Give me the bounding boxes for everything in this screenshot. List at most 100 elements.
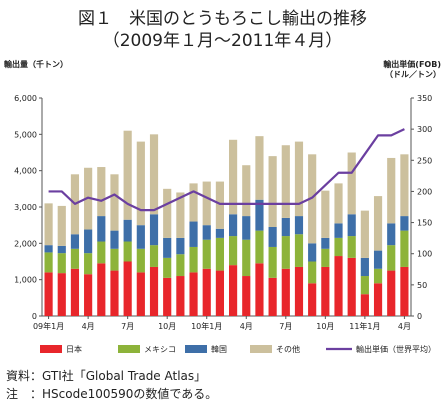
left-tick-label: 2,000 (14, 239, 37, 248)
right-tick-label: 200 (417, 187, 432, 196)
bar-日本-18 (281, 268, 290, 316)
bar-韓国-17 (268, 226, 277, 247)
bar-韓国-8 (149, 214, 159, 246)
bar-韓国-26 (387, 223, 396, 246)
legend-label: 韓国 (211, 344, 227, 354)
bar-その他-22 (334, 183, 343, 224)
bar-韓国-7 (136, 225, 145, 249)
bar-韓国-11 (189, 221, 198, 247)
bar-韓国-14 (229, 214, 238, 237)
bar-韓国-22 (334, 223, 343, 238)
bar-その他-15 (242, 165, 251, 217)
legend-swatch-その他 (250, 345, 272, 353)
left-tick-label: 1,000 (14, 276, 37, 285)
bar-韓国-0 (44, 245, 53, 253)
bar-メキシコ-11 (189, 246, 198, 273)
bar-メキシコ-20 (308, 261, 317, 284)
bar-その他-7 (136, 141, 145, 226)
legend-label: 日本 (66, 344, 82, 354)
chart-title-line1: 図１ 米国のとうもろこし輸出の推移 (78, 9, 367, 29)
x-tick-label: 7月 (121, 322, 134, 331)
bar-日本-3 (84, 274, 93, 316)
bar-メキシコ-17 (268, 246, 277, 278)
bar-その他-25 (373, 196, 383, 251)
bar-日本-23 (347, 257, 356, 316)
bar-韓国-18 (281, 217, 290, 237)
bar-韓国-19 (294, 216, 304, 235)
bar-メキシコ-9 (163, 257, 172, 278)
x-tick-label: 10月 (316, 322, 334, 331)
bar-メキシコ-23 (347, 236, 356, 258)
bar-メキシコ-18 (281, 236, 290, 269)
bar-メキシコ-16 (255, 230, 264, 264)
bar-メキシコ-21 (321, 248, 330, 267)
bar-メキシコ-27 (400, 230, 409, 267)
bar-メキシコ-19 (294, 234, 304, 267)
bar-日本-4 (97, 263, 106, 316)
right-axis-title: 輸出単価(FOB) （ドル／トン） (383, 60, 441, 80)
bar-メキシコ-15 (242, 239, 251, 277)
bar-メキシコ-13 (215, 237, 224, 271)
bar-韓国-27 (400, 216, 409, 231)
bar-韓国-16 (255, 199, 264, 231)
left-tick-label: 0 (32, 312, 37, 321)
bar-その他-24 (360, 210, 369, 258)
footnote: 注 ：HScode100590の数値である。 (6, 387, 218, 401)
bar-その他-18 (281, 145, 290, 218)
bar-日本-10 (176, 276, 185, 316)
bar-その他-23 (347, 152, 356, 215)
bar-その他-17 (268, 156, 277, 227)
bar-その他-19 (294, 141, 304, 217)
bar-韓国-9 (163, 237, 172, 258)
right-axis-title-line2: （ドル／トン） (385, 70, 441, 79)
bar-日本-16 (255, 263, 264, 316)
bar-韓国-23 (347, 214, 356, 237)
bar-日本-19 (294, 266, 304, 316)
bar-その他-12 (202, 181, 211, 226)
line-series-price (48, 128, 405, 212)
bar-韓国-24 (360, 257, 369, 277)
right-tick-label: 150 (417, 219, 432, 228)
bar-韓国-25 (373, 250, 383, 269)
chart-title-line2: （2009年１月～2011年４月） (102, 31, 343, 51)
legend-label: その他 (276, 344, 300, 354)
bar-日本-24 (360, 294, 369, 316)
bar-韓国-13 (215, 228, 224, 238)
bar-日本-13 (215, 270, 224, 316)
bar-韓国-3 (84, 229, 93, 254)
bar-日本-14 (229, 265, 238, 316)
bar-メキシコ-5 (110, 248, 119, 271)
bar-韓国-21 (321, 237, 330, 249)
bar-メキシコ-25 (373, 268, 383, 284)
x-tick-label: 09年1月 (33, 321, 64, 331)
bar-日本-17 (268, 277, 277, 316)
x-tick-label: 7月 (279, 322, 292, 331)
left-tick-label: 3,000 (14, 203, 37, 212)
right-axis-title-line1: 輸出単価(FOB) (383, 60, 441, 69)
legend-swatch-日本 (40, 345, 62, 353)
bar-韓国-15 (242, 216, 251, 240)
bar-日本-8 (149, 266, 159, 316)
left-tick-label: 4,000 (14, 167, 37, 176)
bar-その他-8 (149, 134, 159, 215)
bar-日本-0 (44, 272, 53, 316)
bar-その他-26 (387, 157, 396, 224)
bar-メキシコ-3 (84, 253, 93, 275)
bar-その他-13 (215, 181, 224, 229)
bar-その他-21 (321, 190, 330, 238)
x-tick-label: 4月 (398, 322, 411, 331)
bar-メキシコ-22 (334, 237, 343, 257)
bar-メキシコ-24 (360, 276, 369, 295)
bar-その他-6 (123, 130, 132, 220)
left-tick-label: 6,000 (14, 94, 37, 103)
bar-その他-5 (110, 174, 119, 231)
bar-韓国-1 (57, 245, 66, 254)
right-tick-label: 100 (417, 250, 432, 259)
right-tick-label: 0 (417, 312, 422, 321)
bar-メキシコ-7 (136, 248, 145, 273)
source-note: 資料：GTI社「Global Trade Atlas」 (6, 369, 207, 383)
bar-日本-9 (163, 277, 172, 316)
x-tick-label: 10年1月 (191, 321, 222, 331)
bar-日本-11 (189, 272, 198, 316)
